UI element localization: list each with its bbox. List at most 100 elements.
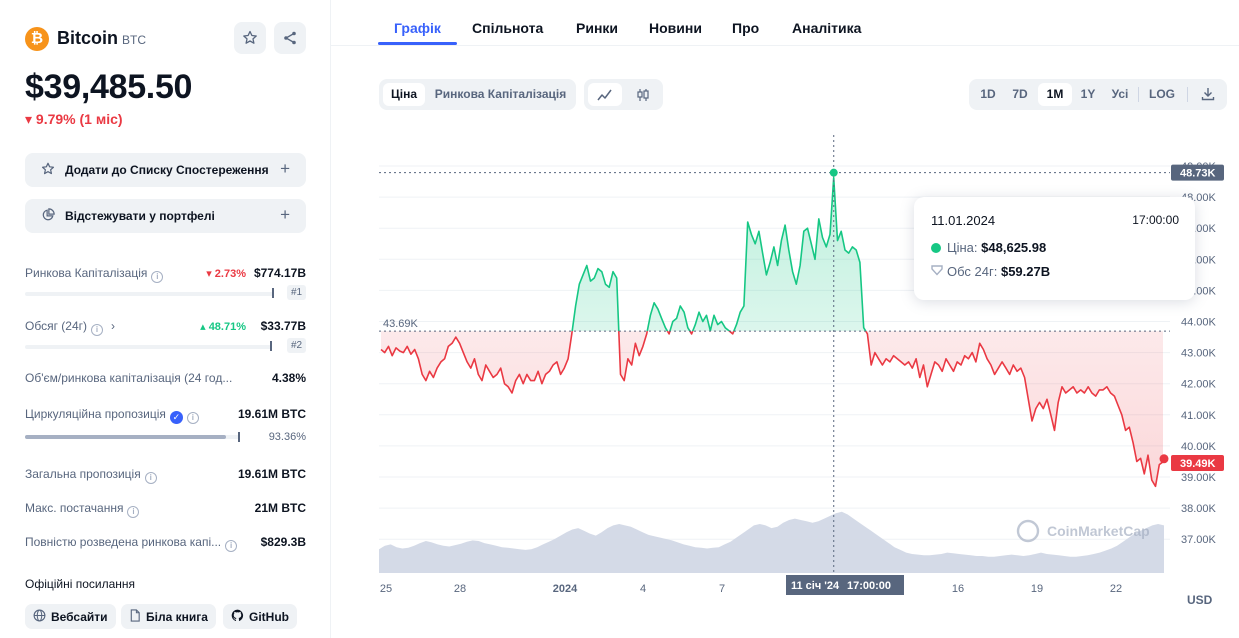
add-to-watchlist-button[interactable]: Додати до Списку Спостереження + — [25, 153, 306, 187]
globe-icon — [33, 609, 46, 625]
download-icon[interactable] — [1193, 83, 1223, 106]
tooltip-time: 17:00:00 — [1132, 213, 1179, 227]
market-cap-bar — [25, 292, 274, 296]
max-supply-label: Макс. постачання i — [25, 501, 140, 518]
tooltip-price-row: Ціна: $48,625.98 — [931, 240, 1046, 255]
fdv-stat: Повністю розведена ринкова капі... i $829… — [25, 535, 306, 552]
log-scale-toggle[interactable]: LOG — [1149, 87, 1175, 101]
chart-tooltip: 11.01.2024 17:00:00 Ціна: $48,625.98 Обс… — [914, 197, 1195, 300]
y-tick-label: 37.00K — [1181, 534, 1217, 546]
max-supply-stat: Макс. постачання i 21M BTC — [25, 501, 306, 518]
star-icon[interactable] — [234, 22, 266, 54]
y-tick-label: 40.00K — [1181, 441, 1217, 453]
hover-price-label: 48.73K — [1180, 168, 1216, 180]
line-chart-icon[interactable] — [588, 83, 622, 106]
info-icon[interactable]: i — [127, 506, 140, 518]
watchlist-label: Додати до Списку Спостереження — [65, 163, 269, 177]
circulating-bar-marker — [238, 432, 240, 442]
market-cap-stat: Ринкова Капіталізація i ▾ 2.73% $774.17B … — [25, 266, 306, 302]
reference-price-label: 43.69K — [383, 318, 419, 330]
coin-header: ₿ Bitcoin BTC — [25, 22, 306, 56]
website-link[interactable]: Вебсайти — [25, 604, 116, 629]
info-icon[interactable]: i — [91, 324, 103, 336]
range-7d[interactable]: 7D — [1012, 87, 1028, 101]
total-supply-stat: Загальна пропозиція i 19.61M BTC — [25, 467, 306, 484]
info-icon[interactable]: i — [151, 271, 164, 283]
volume-label: Обсяг (24г) i › — [25, 319, 115, 336]
tooltip-volume-label: Обс 24г: — [947, 264, 998, 279]
tab-analytics[interactable]: Аналітика — [792, 20, 862, 36]
total-supply-value: 19.61M BTC — [237, 467, 306, 481]
vol-mcap-value: 4.38% — [271, 371, 306, 385]
market-cap-toggle[interactable]: Ринкова Капіталізація — [434, 87, 567, 101]
circulating-supply-stat: Циркуляційна пропозиція ✓ i 19.61M BTC 93.… — [25, 407, 306, 447]
tab-news[interactable]: Новини — [649, 20, 702, 36]
hover-date-badge — [786, 575, 904, 595]
coinmarketcap-logo-icon — [1016, 519, 1040, 543]
chevron-right-icon[interactable]: › — [111, 319, 115, 333]
whitepaper-link[interactable]: Біла книга — [121, 604, 216, 629]
x-tick-label: 22 — [1110, 583, 1122, 595]
x-tick-label: 28 — [454, 583, 466, 595]
volume-bar — [25, 345, 272, 349]
coin-price: $39,485.50 — [25, 68, 193, 106]
current-price-badge — [1171, 455, 1224, 471]
track-portfolio-button[interactable]: Відстежувати у портфелі + — [25, 199, 306, 233]
circulating-bar — [25, 435, 240, 439]
x-tick-label: 19 — [1031, 583, 1043, 595]
y-tick-label: 39.00K — [1181, 472, 1217, 484]
range-all[interactable]: Усі — [1111, 87, 1129, 101]
github-link[interactable]: GitHub — [223, 604, 297, 629]
portfolio-label: Відстежувати у портфелі — [65, 209, 215, 223]
chart-style-switch — [584, 79, 663, 110]
candlestick-icon[interactable] — [626, 83, 659, 106]
info-icon[interactable]: i — [225, 540, 238, 552]
star-outline-icon — [41, 162, 57, 178]
x-tick-label: 7 — [719, 583, 725, 595]
price-change-value: 9.79% (1 міс) — [35, 111, 123, 127]
circulating-bar-fill — [25, 435, 226, 439]
volume-value: $33.77B — [260, 319, 306, 333]
x-tick-label: 4 — [640, 583, 646, 595]
hover-time-label: 17:00:00 — [847, 580, 891, 592]
market-cap-change: ▾ 2.73% — [206, 268, 246, 280]
y-tick-label: 41.00K — [1181, 410, 1217, 422]
pie-chart-icon — [41, 208, 57, 224]
tab-markets[interactable]: Ринки — [576, 20, 619, 36]
share-icon[interactable] — [274, 22, 306, 54]
tooltip-price-value: $48,625.98 — [981, 240, 1047, 255]
range-1m[interactable]: 1M — [1038, 83, 1072, 106]
volume-rank: #2 — [287, 338, 306, 353]
volume-stat: Обсяг (24г) i › ▴ 48.71% $33.77B #2 — [25, 319, 306, 355]
divider — [1187, 87, 1188, 102]
vol-mcap-label: Об'єм/ринкова капіталізація (24 год... — [25, 371, 233, 385]
price-toggle[interactable]: Ціна — [383, 83, 425, 106]
bitcoin-logo-icon: ₿ — [25, 27, 49, 51]
volume-shield-icon — [931, 264, 947, 279]
info-icon[interactable]: i — [186, 412, 199, 424]
y-tick-label: 43.00K — [1181, 348, 1217, 360]
github-icon — [231, 609, 244, 625]
range-1d[interactable]: 1D — [980, 87, 996, 101]
volume-change: ▴ 48.71% — [200, 321, 246, 333]
website-link-label: Вебсайти — [51, 609, 108, 624]
market-cap-bar-marker — [272, 288, 274, 298]
hover-date-label: 11 січ '24 — [791, 580, 840, 592]
current-price-label: 39.49K — [1180, 458, 1216, 470]
market-cap-rank: #1 — [287, 285, 306, 300]
tab-community[interactable]: Спільнота — [472, 20, 544, 36]
x-tick-label: 16 — [952, 583, 964, 595]
time-range-switch: 1D 7D 1M 1Y Усі LOG — [969, 79, 1227, 110]
tab-about[interactable]: Про — [732, 20, 760, 36]
tab-chart[interactable]: Графік — [394, 20, 441, 36]
price-change: ▾ 9.79% (1 міс) — [25, 111, 123, 128]
github-link-label: GitHub — [249, 609, 289, 624]
verified-icon: ✓ — [169, 411, 183, 424]
circulating-value: 19.61M BTC — [237, 407, 306, 421]
range-1y[interactable]: 1Y — [1080, 87, 1096, 101]
tooltip-volume-value: $59.27B — [1000, 264, 1051, 279]
fdv-label: Повністю розведена ринкова капі... i — [25, 535, 238, 552]
info-icon[interactable]: i — [144, 472, 157, 484]
tooltip-volume-row: Обс 24г: $59.27B — [931, 264, 1050, 279]
hover-point — [829, 168, 838, 177]
